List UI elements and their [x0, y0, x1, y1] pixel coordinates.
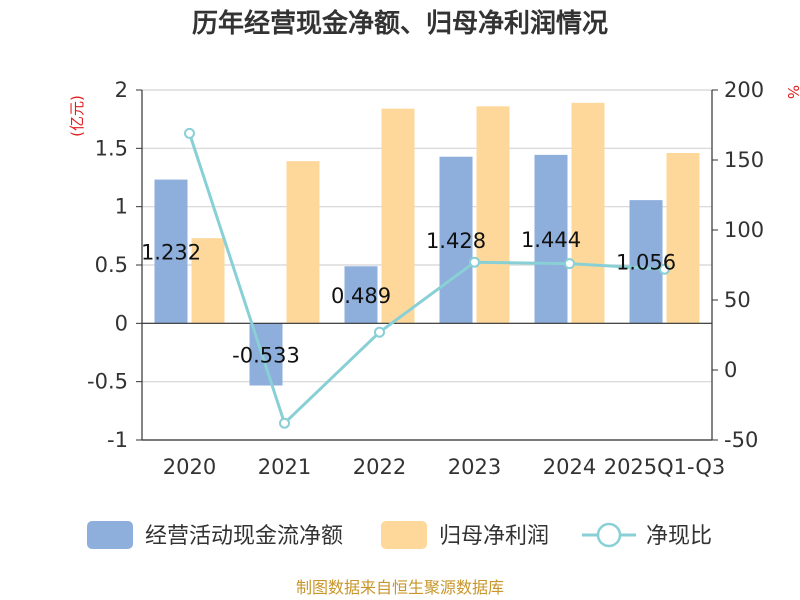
- data-label-cash-flow: 0.489: [331, 284, 391, 308]
- bar-net-profit: [666, 153, 700, 324]
- left-tick-label: 2: [115, 78, 128, 102]
- ratio-polyline: [188, 132, 665, 425]
- x-tick-label: 2020: [163, 455, 216, 479]
- right-tick-label: -50: [724, 428, 758, 452]
- x-tick-label: 2025Q1-Q3: [604, 455, 726, 479]
- legend-swatch-ratio-marker: [596, 522, 622, 548]
- left-tick-label: 1: [115, 195, 128, 219]
- data-label-cash-flow: 1.232: [141, 240, 201, 264]
- x-tick-label: 2024: [543, 455, 596, 479]
- source-note: 制图数据来自恒生聚源数据库: [296, 578, 504, 597]
- legend-label-ratio: 净现比: [646, 524, 712, 549]
- right-axis-unit: %: [784, 85, 800, 99]
- axes: 2 1.5 1 0.5 0 -0.5 -1 200 150 100 50 0 -50 2020 2021 20…: [87, 78, 764, 479]
- ratio-line: [184, 127, 670, 429]
- ratio-point: [659, 263, 670, 275]
- data-labels: 1.232 -0.533 0.489 1.428 1.444 1.056: [141, 228, 676, 367]
- bar-net-profit: [191, 238, 225, 324]
- x-tick-label: 2021: [258, 455, 311, 479]
- bar-net-profit: [286, 161, 320, 324]
- data-label-cash-flow: 1.444: [521, 228, 581, 252]
- legend-swatch-net-profit: [381, 521, 427, 549]
- bar-cash-flow: [154, 179, 188, 324]
- ratio-point: [469, 256, 480, 268]
- bar-cash-flow: [439, 156, 473, 324]
- ratio-point: [279, 417, 290, 429]
- left-axis-unit: (亿元): [68, 95, 86, 137]
- legend: 经营活动现金流净额 归母净利润 净现比: [87, 521, 712, 549]
- right-tick-label: 0: [724, 358, 737, 382]
- legend-label-net-profit: 归母净利润: [439, 524, 549, 549]
- ratio-point: [184, 127, 195, 139]
- bars: [154, 102, 700, 386]
- data-label-cash-flow: -0.533: [232, 343, 300, 367]
- bar-net-profit: [476, 106, 510, 324]
- ratio-point: [374, 326, 385, 338]
- x-tick-label: 2023: [448, 455, 501, 479]
- left-tick-label: 0.5: [95, 253, 128, 277]
- right-tick-label: 200: [724, 78, 764, 102]
- bar-cash-flow: [344, 266, 378, 324]
- ratio-point: [564, 258, 575, 270]
- data-label-cash-flow: 1.428: [426, 229, 486, 253]
- x-tick-label: 2022: [353, 455, 406, 479]
- bar-net-profit: [381, 108, 415, 324]
- right-tick-label: 150: [724, 148, 764, 172]
- left-tick-label: 0: [115, 311, 128, 335]
- right-tick-label: 100: [724, 218, 764, 242]
- bar-cash-flow: [629, 200, 663, 324]
- bar-net-profit: [571, 102, 605, 324]
- chart-title: 历年经营现金净额、归母净利润情况: [192, 8, 608, 39]
- legend-swatch-cash-flow: [87, 521, 133, 549]
- left-tick-label: -1: [107, 428, 128, 452]
- data-label-cash-flow: 1.056: [616, 251, 676, 275]
- bar-cash-flow: [534, 154, 568, 324]
- left-tick-label: 1.5: [95, 136, 128, 160]
- left-tick-label: -0.5: [87, 370, 128, 394]
- right-tick-label: 50: [724, 288, 751, 312]
- legend-label-cash-flow: 经营活动现金流净额: [145, 524, 343, 549]
